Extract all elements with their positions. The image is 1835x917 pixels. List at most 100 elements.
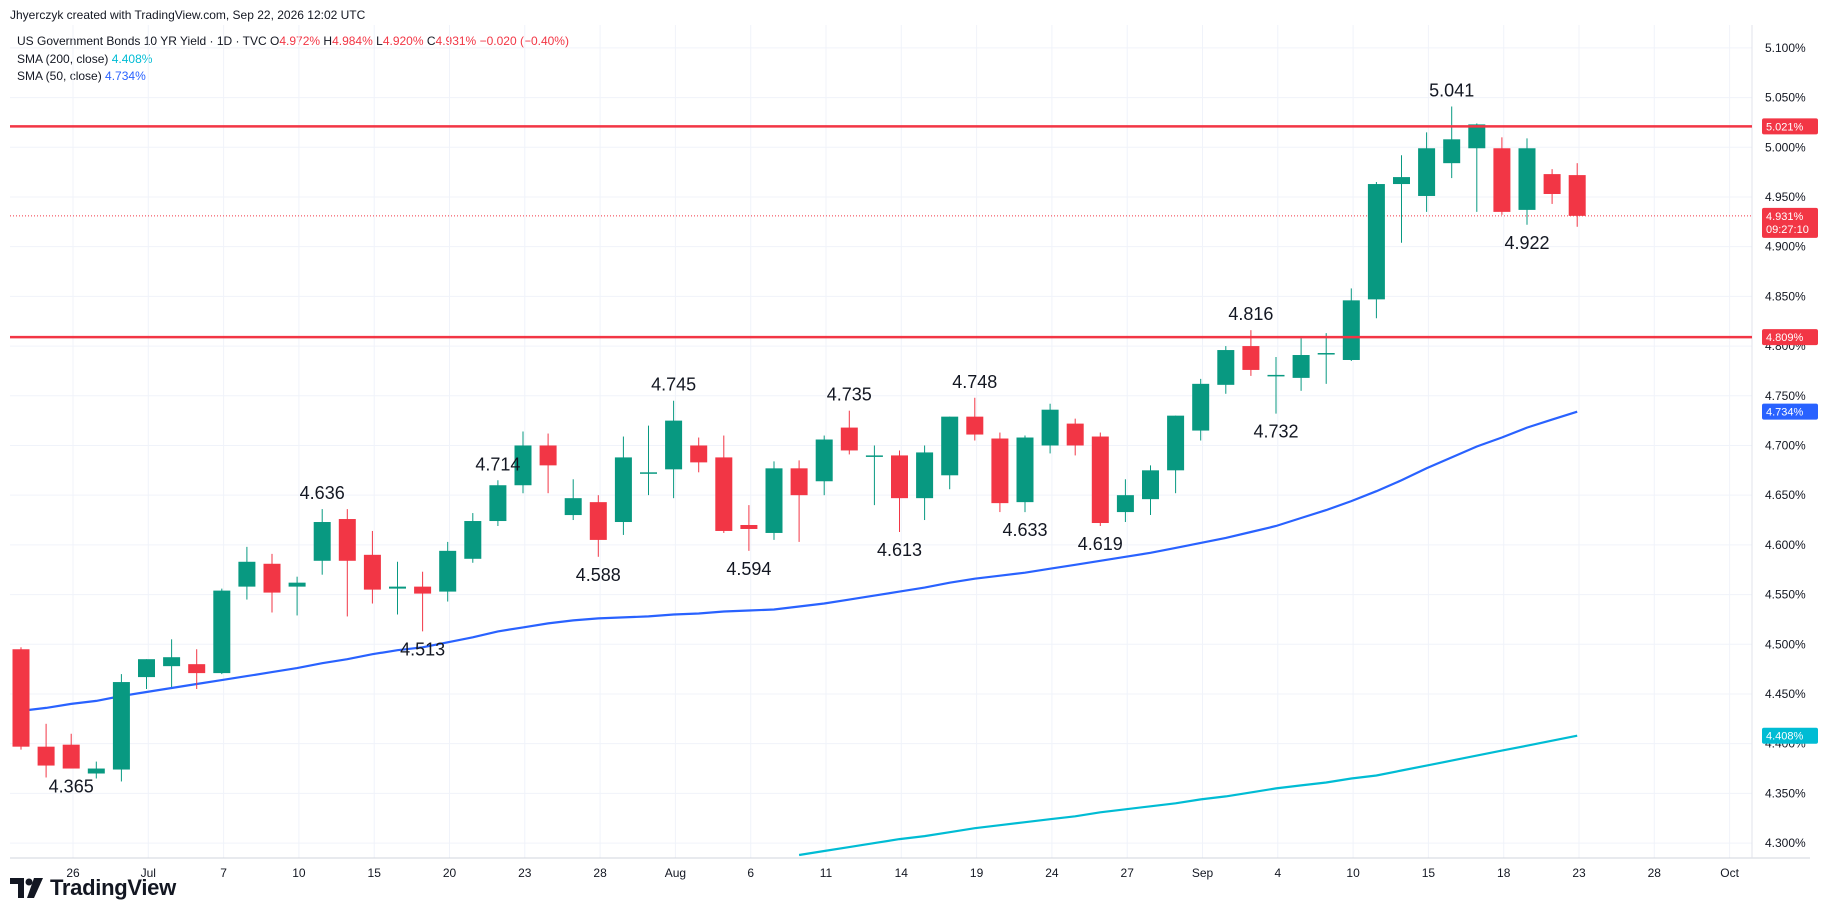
candle-body bbox=[991, 438, 1009, 504]
x-tick-label: Oct bbox=[1720, 866, 1739, 880]
candle bbox=[715, 435, 733, 533]
x-tick-label: 11 bbox=[820, 866, 833, 880]
candle bbox=[389, 561, 406, 615]
price-annotation: 4.745 bbox=[651, 375, 696, 395]
x-tick-label: 28 bbox=[1648, 866, 1662, 880]
candle bbox=[489, 480, 507, 526]
candle-body bbox=[690, 445, 708, 463]
candle-body bbox=[213, 590, 231, 674]
x-tick-label: 19 bbox=[970, 866, 984, 880]
price-annotation: 5.041 bbox=[1429, 81, 1474, 101]
candle-body bbox=[62, 744, 80, 769]
legend-main[interactable]: US Government Bonds 10 YR Yield · 1D · T… bbox=[17, 34, 569, 48]
y-tick-label: 4.350% bbox=[1765, 786, 1806, 800]
candle-body bbox=[338, 519, 356, 561]
legend-low-label: L bbox=[376, 34, 383, 48]
legend-open-value: 4.972% bbox=[279, 34, 321, 48]
candle bbox=[991, 432, 1009, 513]
candle-body bbox=[715, 457, 733, 531]
candle bbox=[338, 509, 356, 617]
candle-body bbox=[87, 768, 105, 774]
candle-body bbox=[263, 563, 281, 593]
legend-sma200-value: 4.408% bbox=[111, 52, 153, 66]
candle-body bbox=[1142, 470, 1159, 500]
candle-body bbox=[966, 416, 984, 435]
candle bbox=[62, 733, 80, 769]
candle bbox=[464, 513, 482, 563]
candle bbox=[1041, 403, 1059, 454]
legend-sma50-label: SMA (50, close) bbox=[17, 69, 102, 83]
candle-body bbox=[539, 445, 557, 466]
candle-body bbox=[1543, 174, 1561, 194]
legend-high-label: H bbox=[323, 34, 333, 48]
candle-body bbox=[1493, 148, 1511, 212]
candle bbox=[1443, 106, 1461, 179]
price-annotation: 4.816 bbox=[1228, 304, 1273, 324]
countdown-tag: 09:27:10 bbox=[1766, 224, 1809, 236]
x-tick-label: 15 bbox=[368, 866, 382, 880]
candle bbox=[263, 553, 281, 613]
candle-body bbox=[815, 439, 833, 482]
candle-body bbox=[1418, 148, 1436, 196]
y-tick-label: 4.300% bbox=[1765, 836, 1806, 850]
chart-credit: Jhyerczyk created with TradingView.com, … bbox=[10, 8, 366, 22]
candle-body bbox=[188, 664, 206, 674]
candle-body bbox=[489, 485, 507, 522]
candle bbox=[640, 425, 657, 496]
candle-body bbox=[941, 416, 959, 476]
price-annotation: 4.633 bbox=[1002, 520, 1047, 540]
candle-body bbox=[1267, 374, 1285, 377]
candle-body bbox=[138, 659, 155, 678]
legend-sma200[interactable]: SMA (200, close) 4.408% bbox=[17, 52, 152, 66]
candle bbox=[1091, 432, 1109, 526]
sma50-tag: 4.734% bbox=[1766, 407, 1804, 419]
x-tick-label: 4 bbox=[1274, 866, 1281, 880]
price-annotation: 4.613 bbox=[877, 540, 922, 560]
candle bbox=[1393, 155, 1410, 243]
tradingview-logo-text: TradingView bbox=[50, 875, 176, 900]
x-tick-label: 6 bbox=[747, 866, 754, 880]
candle-body bbox=[1568, 175, 1586, 216]
res-bottom-tag-bg bbox=[1762, 329, 1818, 346]
candle bbox=[1367, 182, 1385, 319]
candle bbox=[614, 436, 632, 535]
tradingview-logo-icon bbox=[10, 878, 44, 898]
x-tick-label: 10 bbox=[1346, 866, 1360, 880]
candle-body bbox=[665, 420, 683, 470]
candle bbox=[1418, 132, 1436, 212]
price-annotation: 4.922 bbox=[1504, 233, 1549, 253]
candle-body bbox=[614, 457, 632, 523]
candle-body bbox=[1192, 383, 1210, 431]
legend-high-value: 4.984% bbox=[332, 34, 373, 48]
candle bbox=[564, 479, 582, 521]
y-tick-label: 4.500% bbox=[1765, 637, 1806, 651]
tradingview-logo[interactable]: TradingView bbox=[10, 875, 176, 901]
candle-body bbox=[238, 561, 256, 587]
res-top-tag-bg bbox=[1762, 118, 1818, 135]
candle bbox=[1493, 137, 1511, 215]
candle-body bbox=[916, 452, 934, 499]
sma50-line bbox=[20, 410, 1578, 712]
sma50-tag-bg bbox=[1762, 403, 1818, 420]
x-tick-label: 15 bbox=[1422, 866, 1436, 880]
candle-body bbox=[840, 427, 858, 451]
price-annotation: 4.748 bbox=[952, 372, 997, 392]
candle bbox=[12, 647, 30, 750]
candle-body bbox=[1342, 300, 1360, 360]
candle-body bbox=[439, 550, 457, 592]
candle-body bbox=[1367, 184, 1385, 300]
x-tick-label: Aug bbox=[665, 866, 686, 880]
price-annotation: 4.636 bbox=[300, 483, 345, 503]
candle bbox=[1518, 138, 1536, 225]
candle bbox=[1342, 288, 1360, 361]
price-annotation: 4.594 bbox=[726, 559, 771, 579]
candle bbox=[112, 674, 130, 782]
legend-sma50[interactable]: SMA (50, close) 4.734% bbox=[17, 69, 146, 83]
candle-body bbox=[37, 746, 55, 766]
candle bbox=[865, 445, 883, 506]
candle bbox=[790, 460, 808, 542]
sma200-line bbox=[798, 734, 1578, 857]
candle-body bbox=[891, 455, 908, 499]
candle bbox=[188, 649, 206, 690]
